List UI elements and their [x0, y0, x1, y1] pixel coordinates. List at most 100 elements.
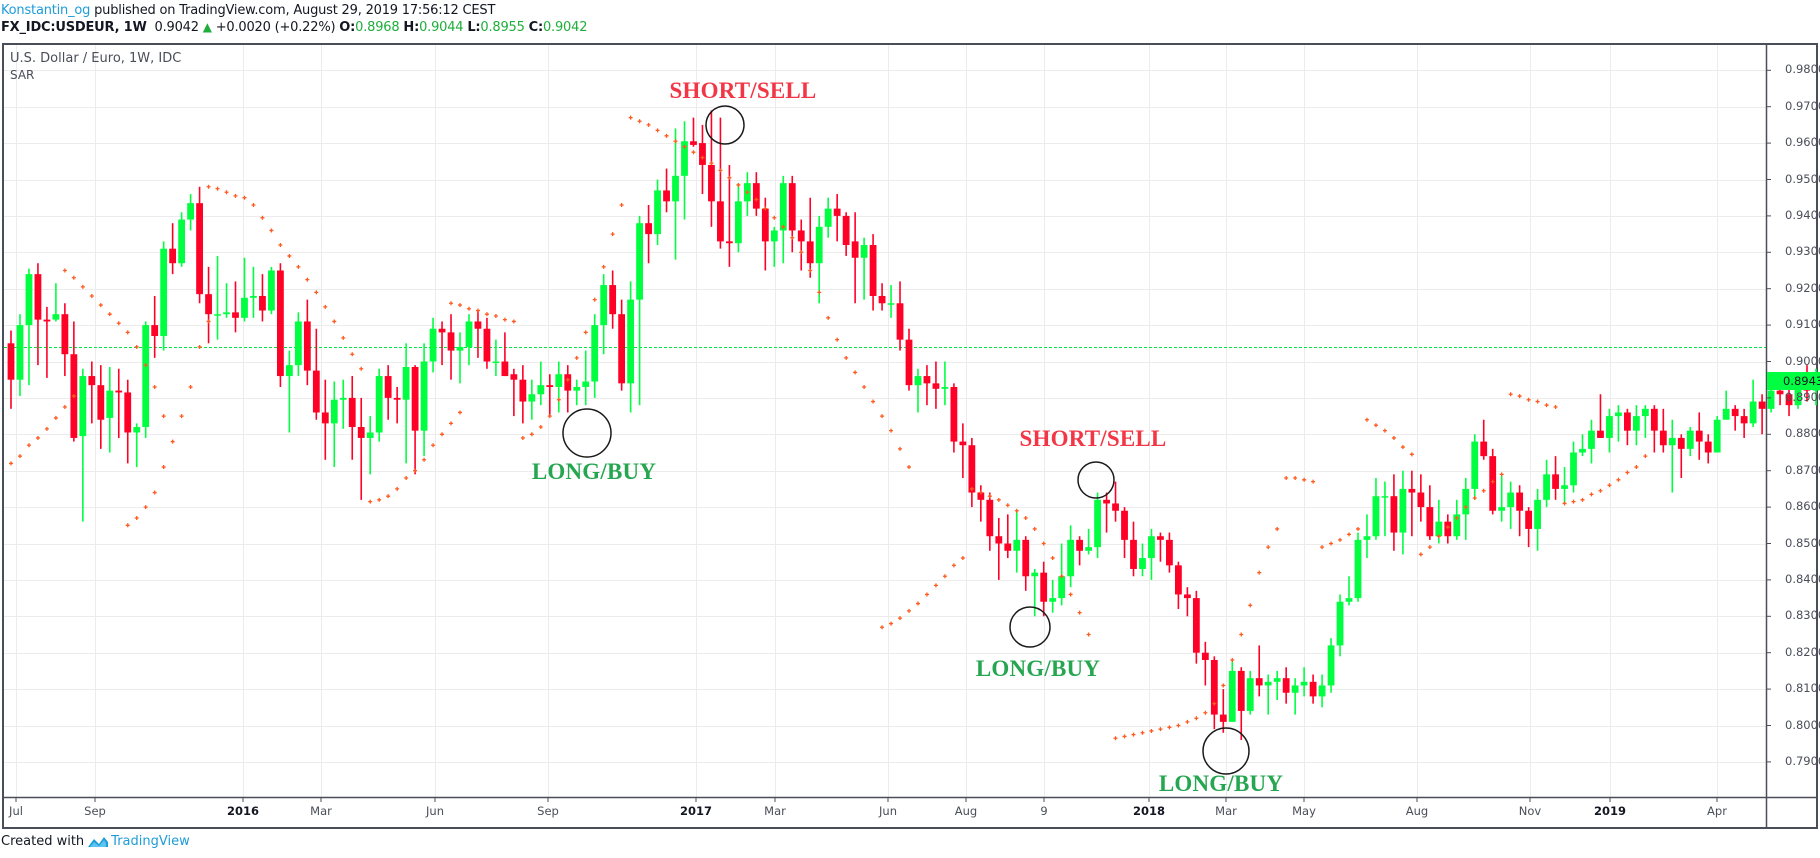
candle	[1758, 394, 1766, 435]
sar-dot	[440, 432, 445, 437]
candle	[752, 172, 760, 216]
candle	[366, 416, 374, 475]
sar-dot	[529, 432, 534, 437]
sar-dot	[1086, 632, 1091, 637]
candle	[474, 310, 482, 358]
candle	[1112, 481, 1119, 522]
sar-dot	[107, 312, 112, 317]
sar-dot	[826, 315, 831, 320]
sar-dot	[1059, 574, 1064, 579]
grid	[4, 45, 1766, 797]
chart-legend-title: U.S. Dollar / Euro, 1W, IDC	[10, 51, 182, 66]
candle	[169, 223, 177, 275]
sar-dot	[359, 366, 364, 371]
candle	[1228, 659, 1236, 722]
sar-dot	[1212, 701, 1217, 706]
sar-dot	[574, 355, 579, 360]
high-value: 0.9044	[419, 20, 464, 35]
sar-dot	[9, 461, 13, 466]
tradingview-brand-link[interactable]: TradingView	[111, 834, 190, 849]
candle	[438, 321, 446, 366]
candle	[1157, 532, 1164, 562]
candle	[770, 226, 778, 267]
sar-dot	[1535, 399, 1540, 404]
sar-dot	[583, 330, 588, 335]
sar-dot	[143, 505, 148, 510]
sar-dot	[1598, 488, 1603, 493]
sar-dot	[619, 202, 624, 207]
candle	[241, 257, 248, 322]
author-link[interactable]: Konstantin_og	[1, 3, 91, 18]
sar-dot	[1643, 454, 1648, 459]
candle	[97, 365, 105, 449]
candle	[339, 379, 347, 429]
candle	[133, 423, 141, 468]
candle	[303, 299, 311, 386]
sar-dot	[682, 144, 687, 149]
candle	[384, 365, 392, 420]
sar-dot	[215, 186, 220, 191]
candle	[1740, 408, 1748, 438]
sar-dot	[1373, 423, 1378, 428]
indicator-legend-sar[interactable]: SAR	[10, 68, 35, 82]
sar-dot	[709, 161, 714, 166]
time-tick-label: 2019	[1593, 804, 1627, 818]
sar-dot	[520, 435, 525, 440]
last-price: 0.9042	[154, 20, 199, 35]
chart-frame[interactable]	[2, 43, 1818, 829]
sar-dot	[1625, 470, 1630, 475]
candle	[1588, 419, 1595, 464]
candle	[187, 194, 194, 231]
sar-dot	[646, 122, 651, 127]
candle	[88, 361, 96, 424]
sar-dot	[673, 139, 678, 144]
candle	[393, 386, 401, 424]
sar-dot	[62, 405, 67, 409]
sar-dot	[1616, 477, 1621, 482]
sar-dot	[1203, 710, 1208, 715]
candle	[1237, 667, 1245, 741]
time-tick-label: Nov	[1518, 804, 1542, 818]
sar-dot	[206, 184, 211, 189]
candle	[1632, 405, 1640, 446]
sar-dot	[933, 583, 938, 588]
candle	[492, 339, 500, 377]
sar-dot	[1041, 541, 1046, 546]
sar-dot	[1634, 465, 1639, 470]
sar-dot	[817, 290, 822, 295]
sar-dot	[62, 268, 67, 273]
candle	[824, 197, 832, 238]
candle	[797, 219, 805, 271]
candle	[1408, 470, 1416, 537]
symbol-label: FX_IDC:USDEUR, 1W	[1, 20, 147, 35]
candle	[1318, 674, 1326, 708]
sar-dot	[1077, 610, 1082, 615]
candle	[259, 274, 266, 322]
sar-dot	[1347, 532, 1352, 537]
candle	[1076, 536, 1084, 566]
buy-3-label: LONG/BUY	[1158, 771, 1284, 796]
candle	[1659, 408, 1667, 453]
sell-1-circle-marker	[705, 105, 745, 145]
sar-dot	[1221, 683, 1226, 688]
sar-dot	[1526, 397, 1531, 402]
sar-dot	[269, 228, 274, 233]
candle	[43, 306, 51, 378]
current-price-tag: 0.8943	[1767, 372, 1820, 390]
candle	[1004, 514, 1012, 559]
sar-dot	[1275, 526, 1280, 531]
sar-dot	[790, 235, 795, 240]
sar-dot	[1418, 552, 1423, 557]
candle	[1175, 561, 1182, 610]
candle	[1722, 390, 1730, 420]
candle	[1695, 412, 1703, 460]
candle	[205, 266, 212, 344]
candle	[546, 374, 554, 417]
time-tick-label: Mar	[310, 804, 332, 818]
sar-dot	[1544, 403, 1549, 408]
